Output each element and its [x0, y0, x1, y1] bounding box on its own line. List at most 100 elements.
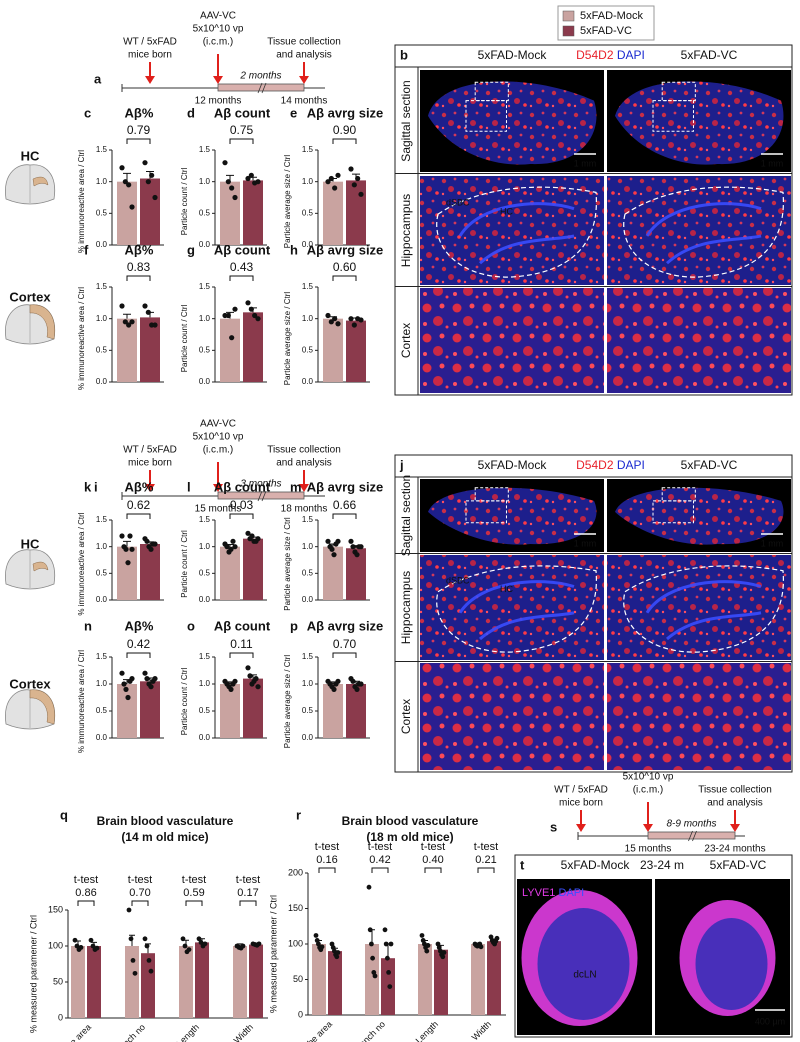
- x-tick-label: Branch no: [351, 1019, 387, 1042]
- test-label: t-test: [128, 874, 152, 886]
- bar: [418, 944, 432, 1015]
- region-tag: dcLN: [573, 970, 596, 981]
- data-point: [129, 676, 135, 682]
- image-bg: [607, 555, 791, 660]
- y-tick-label: 150: [288, 903, 303, 913]
- significance-bracket: [77, 900, 95, 906]
- y-tick-label: 1.5: [96, 282, 108, 291]
- data-point: [121, 681, 127, 687]
- bar: [243, 180, 263, 245]
- panel-letter: m: [290, 479, 302, 494]
- data-point: [440, 954, 446, 960]
- zoom-box: [474, 81, 509, 102]
- chart-title: Aβ avrg size: [307, 618, 384, 633]
- data-point: [198, 940, 204, 945]
- p-value: 0.16: [316, 854, 337, 866]
- panel-letter: n: [84, 618, 92, 633]
- region-tag: HC: [500, 206, 513, 216]
- data-point: [202, 941, 208, 947]
- y-tick-label: 1.5: [302, 282, 314, 291]
- data-point: [253, 676, 259, 682]
- zoom-box: [465, 500, 507, 524]
- p-value: 0.59: [183, 887, 204, 899]
- brain-section: [615, 81, 784, 165]
- timeline-period: [217, 83, 305, 92]
- zoom-box: [652, 500, 694, 524]
- x-tick-label: Width: [470, 1019, 493, 1042]
- y-tick-label: 0.0: [96, 595, 108, 604]
- significance-bracket: [229, 138, 254, 144]
- y-axis-label: % immunoreactive area / Ctrl: [77, 287, 86, 390]
- data-point: [255, 316, 261, 322]
- age-label: 23-24 m: [640, 858, 684, 872]
- y-tick-label: 1.5: [199, 515, 211, 524]
- timeline-text: (i.c.m.): [203, 37, 234, 48]
- data-point: [255, 179, 261, 185]
- data-point: [152, 676, 158, 682]
- data-point: [196, 936, 202, 942]
- data-point: [148, 546, 154, 552]
- data-point: [331, 686, 337, 693]
- bar: [346, 180, 366, 245]
- data-point: [247, 673, 253, 679]
- data-point: [350, 544, 356, 550]
- y-axis-label: Particle average size / Ctrl: [283, 517, 292, 611]
- data-point: [369, 941, 374, 947]
- data-point: [478, 944, 484, 950]
- data-point: [144, 676, 150, 682]
- chart-title: Aβ avrg size: [307, 479, 384, 494]
- p-value: 0.17: [237, 887, 258, 899]
- scale-label: 1 mm: [761, 158, 784, 168]
- data-point: [225, 179, 231, 185]
- lymph-core: [695, 918, 768, 1010]
- condition-label: 5xFAD-VC: [681, 48, 738, 62]
- bar: [243, 538, 263, 600]
- data-point: [123, 546, 129, 552]
- data-point: [335, 678, 341, 684]
- y-axis-label: Particle count / Ctrl: [180, 304, 189, 372]
- stain-red: D54D2: [576, 458, 614, 472]
- p-value: 0.42: [127, 637, 151, 651]
- y-tick-label: 0: [58, 1012, 63, 1022]
- test-label: t-test: [315, 841, 339, 853]
- image-bg: [420, 663, 604, 770]
- data-point: [329, 546, 335, 552]
- significance-bracket: [239, 900, 257, 906]
- timeline-tick: 14 months: [281, 96, 328, 107]
- data-point: [146, 958, 152, 963]
- data-point: [358, 544, 364, 550]
- y-tick-label: 1.0: [96, 177, 108, 186]
- bar: [117, 181, 137, 245]
- data-point: [358, 681, 364, 687]
- x-tick-label: Tube area: [57, 1022, 93, 1042]
- data-point: [145, 309, 151, 315]
- hc-outline: [623, 565, 784, 653]
- data-point: [255, 684, 261, 690]
- data-point: [128, 936, 134, 942]
- data-point: [224, 544, 230, 550]
- region-tag: dSBC: [446, 198, 470, 208]
- y-tick-label: 0: [298, 1009, 303, 1019]
- brain-icon: [5, 689, 56, 730]
- y-tick-label: 0.5: [199, 706, 211, 715]
- image-bg: [607, 176, 791, 285]
- timeline-tick: 15 months: [625, 844, 672, 855]
- timeline-text: (i.c.m.): [203, 445, 234, 456]
- legend-label: 5xFAD-VC: [580, 25, 632, 37]
- data-point: [129, 319, 135, 325]
- bar: [117, 546, 137, 600]
- y-tick-label: 0.0: [302, 377, 314, 386]
- chart-title: Aβ count: [214, 105, 271, 120]
- p-value: 0.40: [422, 854, 443, 866]
- condition-label: 5xFAD-VC: [710, 858, 767, 872]
- timeline-duration: 3 months: [240, 479, 281, 490]
- chart-title: Aβ count: [214, 242, 271, 257]
- panel-letter: h: [290, 242, 298, 257]
- data-point: [319, 944, 325, 950]
- y-tick-label: 0.0: [96, 733, 108, 742]
- significance-bracket: [126, 513, 151, 519]
- data-point: [334, 954, 340, 960]
- timeline-arrowhead: [299, 484, 309, 492]
- bar: [140, 544, 160, 600]
- timeline-text: (i.c.m.): [633, 785, 664, 796]
